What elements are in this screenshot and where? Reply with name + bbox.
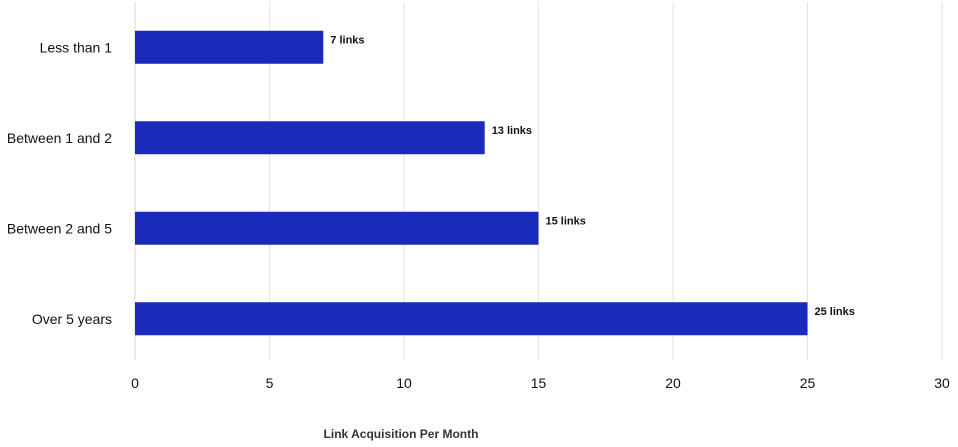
x-tick-label: 20	[665, 375, 681, 391]
x-tick-label: 15	[531, 375, 547, 391]
category-label: Over 5 years	[32, 311, 112, 327]
data-label: 15 links	[546, 215, 586, 227]
x-axis-title: Link Acquisition Per Month	[324, 427, 479, 441]
bar-layer	[135, 30, 808, 336]
bar	[135, 121, 485, 155]
data-label: 25 links	[815, 306, 855, 318]
category-label: Less than 1	[40, 39, 113, 55]
bar	[135, 211, 539, 245]
x-tick-label: 0	[131, 375, 139, 391]
x-tick-label: 5	[266, 375, 274, 391]
x-tick-label: 25	[800, 375, 816, 391]
category-label: Between 1 and 2	[7, 130, 112, 146]
data-label: 7 links	[330, 34, 364, 46]
x-tick-label: 30	[934, 375, 950, 391]
category-label: Between 2 and 5	[7, 220, 112, 236]
x-tick-label: 10	[396, 375, 412, 391]
label-layer: 0 5 10 15 20 25 30 Less than 1 7 links Between 1 …	[7, 34, 950, 391]
bar	[135, 302, 808, 336]
data-label: 13 links	[492, 125, 532, 137]
bar	[135, 30, 324, 64]
